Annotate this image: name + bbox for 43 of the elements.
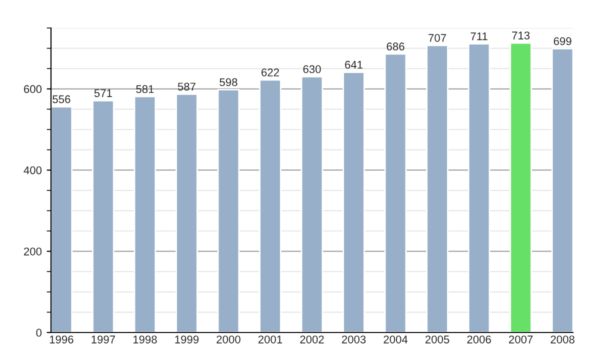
x-tick-label: 2000 xyxy=(216,336,240,344)
data-label: 699 xyxy=(554,37,572,46)
x-tick-label: 2007 xyxy=(509,336,533,344)
bar xyxy=(300,76,324,332)
data-label: 581 xyxy=(136,85,154,94)
bar xyxy=(426,44,448,332)
bar xyxy=(92,100,114,332)
bar xyxy=(176,93,198,332)
x-tick-label: 1996 xyxy=(50,336,74,344)
x-tick-label: 1999 xyxy=(175,336,199,344)
x-tick-label: 2002 xyxy=(300,336,324,344)
bar xyxy=(259,79,282,332)
x-tick-label: 2005 xyxy=(425,336,450,344)
data-label: 711 xyxy=(470,32,488,40)
bar xyxy=(134,96,156,332)
x-tick-label: 2001 xyxy=(258,336,282,344)
data-label: 587 xyxy=(178,82,196,91)
x-tick-label: 1998 xyxy=(133,336,157,344)
x-tick-label: 2008 xyxy=(550,336,574,344)
bar xyxy=(551,48,573,332)
data-label: 630 xyxy=(303,65,321,74)
x-tick-label: 1997 xyxy=(92,336,115,344)
bar xyxy=(384,53,407,332)
data-label: 707 xyxy=(428,34,446,42)
bar xyxy=(51,106,73,332)
data-label: 686 xyxy=(386,42,404,50)
x-tick-label: 2004 xyxy=(384,336,408,344)
data-label: 641 xyxy=(345,60,362,69)
bar xyxy=(510,42,532,332)
data-label: 713 xyxy=(512,32,530,40)
y-tick-label: 600 xyxy=(24,85,42,94)
x-tick-label: 2003 xyxy=(342,336,366,344)
bar xyxy=(342,72,365,332)
data-label: 622 xyxy=(262,68,279,76)
x-tick-label: 2006 xyxy=(467,336,491,344)
y-tick-label: 400 xyxy=(24,166,42,174)
y-tick-label: 200 xyxy=(24,248,42,256)
y-tick-label: 0 xyxy=(36,328,42,337)
bar xyxy=(468,43,490,332)
data-label: 598 xyxy=(220,78,238,86)
data-label: 556 xyxy=(52,95,70,104)
bar xyxy=(217,89,240,332)
data-label: 571 xyxy=(94,89,112,98)
